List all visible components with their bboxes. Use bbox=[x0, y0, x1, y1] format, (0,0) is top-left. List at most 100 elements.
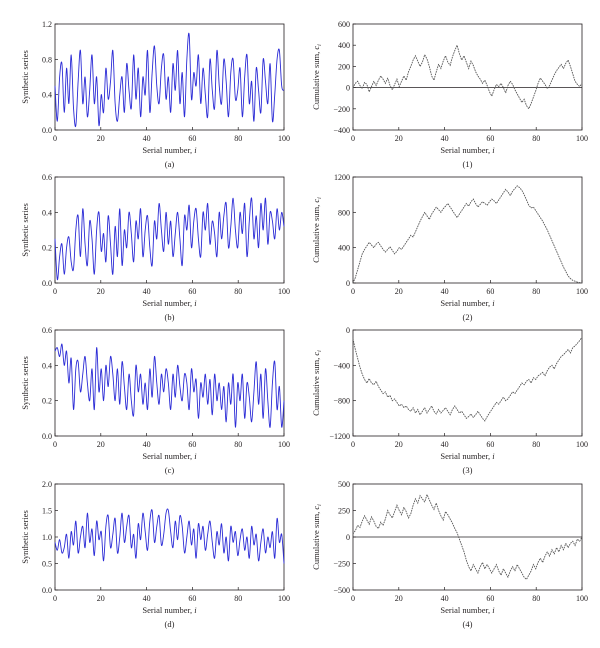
x-tick-label: 20 bbox=[395, 287, 403, 296]
x-tick-label: 100 bbox=[278, 440, 290, 449]
x-tick-label: 0 bbox=[53, 134, 57, 143]
chart-panel: 0 20 40 60 80 100 −500 −250 0 250 500 Serial number… bbox=[311, 480, 588, 629]
y-axis-label-var: c bbox=[311, 506, 321, 510]
y-tick-label: 0.4 bbox=[42, 208, 52, 217]
series-line bbox=[352, 43, 583, 110]
x-tick-label: 60 bbox=[486, 287, 494, 296]
y-tick-label: 400 bbox=[338, 41, 350, 50]
plot-frame bbox=[352, 329, 583, 437]
x-tick-label: 100 bbox=[576, 594, 588, 603]
x-axis-label-var: i bbox=[194, 298, 197, 308]
x-tick-label: 40 bbox=[441, 440, 449, 449]
x-tick-label: 80 bbox=[234, 594, 242, 603]
x-tick-label: 0 bbox=[53, 287, 57, 296]
x-tick-label: 60 bbox=[188, 440, 196, 449]
x-tick-label: 20 bbox=[97, 287, 105, 296]
y-axis-label: Cumulative sum, ci bbox=[311, 350, 323, 416]
y-tick-label: −400 bbox=[333, 361, 350, 370]
x-tick-label: 20 bbox=[97, 134, 105, 143]
series-line bbox=[352, 493, 583, 581]
x-axis-label-var: i bbox=[194, 605, 197, 615]
y-tick-label: 1.0 bbox=[42, 533, 52, 542]
y-tick-label: 1200 bbox=[334, 173, 350, 182]
y-tick-label: 2.0 bbox=[42, 480, 52, 489]
x-tick-label: 40 bbox=[441, 134, 449, 143]
y-axis-label-subscript: i bbox=[317, 44, 323, 46]
plot-frame bbox=[54, 329, 285, 437]
y-axis-label-subscript: i bbox=[317, 350, 323, 352]
x-axis-label-var: i bbox=[492, 298, 495, 308]
y-axis-label: Synthetic series bbox=[20, 510, 30, 564]
x-tick-label: 40 bbox=[143, 594, 151, 603]
x-tick-label: 0 bbox=[53, 440, 57, 449]
x-axis-label-text: Serial number, bbox=[440, 451, 492, 461]
y-axis-label-subscript: i bbox=[317, 504, 323, 506]
x-axis-label-text: Serial number, bbox=[142, 145, 194, 155]
chart-panel: 0 20 40 60 80 100 0.0 0.2 0.4 0.6 Serial number, i… bbox=[20, 326, 290, 475]
y-axis-label: Synthetic series bbox=[20, 203, 30, 257]
x-tick-label: 40 bbox=[143, 287, 151, 296]
y-tick-label: 0.5 bbox=[42, 560, 52, 569]
x-axis-label: Serial number, i bbox=[440, 605, 495, 615]
y-tick-label: −1200 bbox=[329, 432, 350, 441]
x-tick-label: 60 bbox=[188, 594, 196, 603]
y-tick-label: 250 bbox=[338, 507, 350, 516]
y-tick-label: 0.2 bbox=[42, 397, 52, 406]
panel-caption: (1) bbox=[463, 159, 473, 169]
y-tick-label: 0.0 bbox=[42, 586, 52, 595]
x-tick-label: 0 bbox=[351, 440, 355, 449]
y-tick-label: 400 bbox=[338, 244, 350, 253]
y-axis-label: Cumulative sum, ci bbox=[311, 197, 323, 263]
x-tick-label: 100 bbox=[576, 287, 588, 296]
x-tick-label: 40 bbox=[441, 594, 449, 603]
chart-panel: 0 20 40 60 80 100 0.0 0.5 1.0 1.5 2.0 Serial number… bbox=[20, 480, 290, 629]
x-tick-label: 60 bbox=[188, 134, 196, 143]
panel-caption: (4) bbox=[463, 619, 473, 629]
y-axis-label: Synthetic series bbox=[20, 356, 30, 410]
x-tick-label: 20 bbox=[395, 440, 403, 449]
x-tick-label: 100 bbox=[278, 594, 290, 603]
panel-caption: (c) bbox=[165, 465, 175, 475]
y-tick-label: 0.2 bbox=[42, 244, 52, 253]
y-tick-label: −200 bbox=[333, 105, 350, 114]
y-axis-label-text: Cumulative sum, bbox=[311, 50, 321, 110]
series-line bbox=[352, 336, 583, 422]
y-tick-label: 0 bbox=[346, 326, 350, 335]
x-tick-label: 80 bbox=[234, 287, 242, 296]
panel-caption: (3) bbox=[463, 465, 473, 475]
x-axis-label-var: i bbox=[492, 451, 495, 461]
x-axis-label: Serial number, i bbox=[440, 451, 495, 461]
x-axis-label-var: i bbox=[194, 451, 197, 461]
x-axis-label: Serial number, i bbox=[142, 145, 197, 155]
x-tick-label: 100 bbox=[278, 287, 290, 296]
y-tick-label: −250 bbox=[333, 560, 350, 569]
x-tick-label: 100 bbox=[576, 440, 588, 449]
y-tick-label: 1.2 bbox=[42, 20, 52, 29]
y-tick-label: 0.8 bbox=[42, 55, 52, 64]
x-axis-label-text: Serial number, bbox=[142, 451, 194, 461]
y-axis-label-text: Cumulative sum, bbox=[311, 510, 321, 570]
x-tick-label: 40 bbox=[143, 134, 151, 143]
y-tick-label: −400 bbox=[333, 126, 350, 135]
x-axis-label-text: Serial number, bbox=[440, 298, 492, 308]
y-tick-label: 0.6 bbox=[42, 173, 52, 182]
x-axis-label-text: Serial number, bbox=[440, 145, 492, 155]
panel-caption: (2) bbox=[463, 312, 473, 322]
y-tick-label: 0.0 bbox=[42, 432, 52, 441]
y-axis-label-subscript: i bbox=[317, 197, 323, 199]
y-tick-label: 1.5 bbox=[42, 507, 52, 516]
x-tick-label: 20 bbox=[395, 594, 403, 603]
x-tick-label: 40 bbox=[441, 287, 449, 296]
chart-panel: 0 20 40 60 80 100 −400 −200 0 200 400 600 Serial num… bbox=[311, 20, 588, 169]
x-axis-label: Serial number, i bbox=[142, 451, 197, 461]
x-tick-label: 60 bbox=[486, 594, 494, 603]
y-tick-label: 0.0 bbox=[42, 126, 52, 135]
y-tick-label: −500 bbox=[333, 586, 350, 595]
y-axis-label: Cumulative sum, ci bbox=[311, 504, 323, 570]
x-tick-label: 60 bbox=[486, 134, 494, 143]
x-tick-label: 80 bbox=[532, 440, 540, 449]
series-line bbox=[54, 508, 285, 564]
chart-panel: 0 20 40 60 80 100 0.0 0.4 0.8 1.2 Serial number, i… bbox=[20, 20, 290, 169]
